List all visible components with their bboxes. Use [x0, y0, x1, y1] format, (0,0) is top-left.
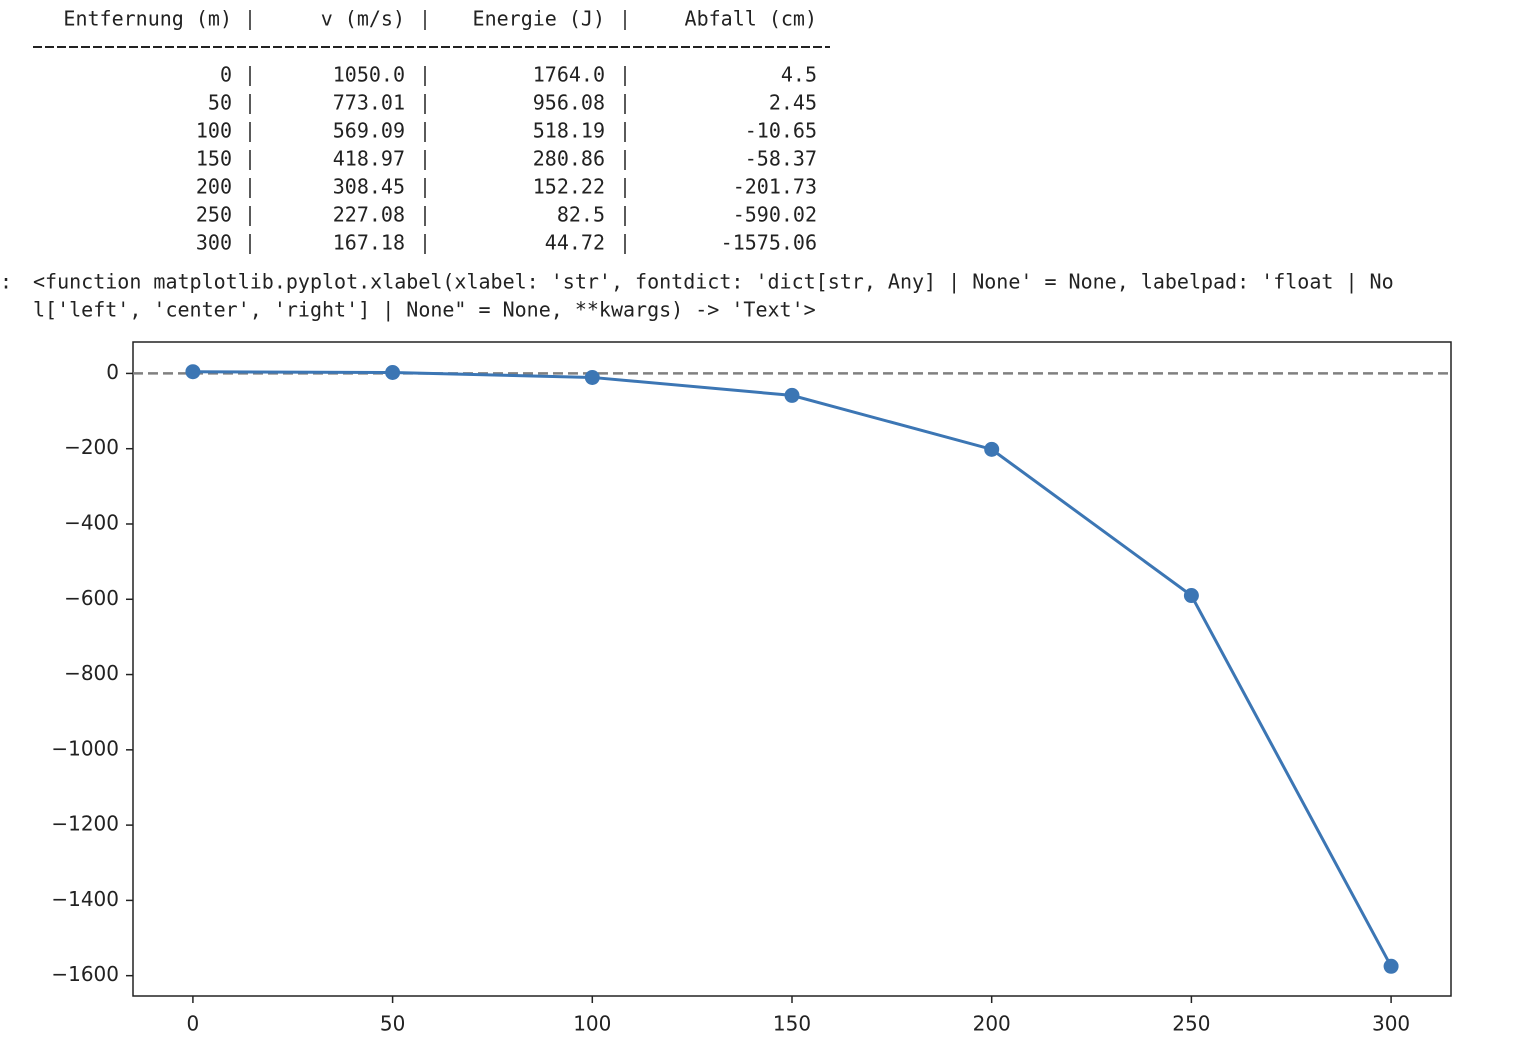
y-tick-label: −200: [64, 435, 119, 459]
x-tick-label: 150: [773, 1012, 811, 1036]
table-cell: 44.72: [545, 231, 605, 255]
prompt: :: [0, 270, 12, 294]
table-cell: 1050.0: [333, 63, 405, 87]
x-tick-label: 300: [1372, 1012, 1410, 1036]
column-header: Energie (J): [473, 7, 605, 31]
data-line: [192, 370, 1393, 967]
table-cell: 2.45: [769, 91, 817, 115]
table-cell: 200: [196, 175, 232, 199]
x-tick-label: 100: [573, 1012, 611, 1036]
table-cell: 956.08: [533, 91, 605, 115]
table-cell: -58.37: [745, 147, 817, 171]
data-point: [984, 441, 1000, 457]
y-tick-label: −1200: [51, 812, 119, 836]
axes-frame: [132, 341, 1452, 997]
table-cell: -201.73: [733, 175, 817, 199]
data-point: [584, 369, 600, 385]
data-point: [784, 387, 800, 403]
x-tick-label: 250: [1172, 1012, 1210, 1036]
column-header: Entfernung (m): [63, 7, 232, 31]
repr-line: l['left', 'center', 'right'] | None" = N…: [33, 298, 816, 322]
x-tick-label: 50: [380, 1012, 405, 1036]
table-cell: 300: [196, 231, 232, 255]
data-point: [185, 364, 201, 380]
table-cell: 82.5: [557, 203, 605, 227]
y-tick-label: −1000: [51, 736, 119, 760]
table-cell: 152.22: [533, 175, 605, 199]
table-cell: 227.08: [333, 203, 405, 227]
table-cell: 518.19: [533, 119, 605, 143]
table-cell: -10.65: [745, 119, 817, 143]
table-cell: 0: [220, 63, 232, 87]
column-header: Abfall (cm): [685, 7, 817, 31]
table-cell: 773.01: [333, 91, 405, 115]
table-cell: 4.5: [781, 63, 817, 87]
table-cell: 100: [196, 119, 232, 143]
table-cell: 1764.0: [533, 63, 605, 87]
y-tick-label: −400: [64, 510, 119, 534]
table-cell: 250: [196, 203, 232, 227]
table-cell: 167.18: [333, 231, 405, 255]
table-cell: -1575.06: [721, 231, 817, 255]
column-header: v (m/s): [321, 7, 405, 31]
table-cell: 569.09: [333, 119, 405, 143]
y-tick-label: −1600: [51, 962, 119, 986]
data-point: [1183, 588, 1199, 604]
repr-line: <function matplotlib.pyplot.xlabel(xlabe…: [33, 270, 1394, 294]
table-cell: -590.02: [733, 203, 817, 227]
table-cell: 50: [208, 91, 232, 115]
x-tick-label: 0: [187, 1012, 200, 1036]
table-cell: 418.97: [333, 147, 405, 171]
y-tick-label: −800: [64, 661, 119, 685]
y-tick-label: −1400: [51, 887, 119, 911]
table-cell: 150: [196, 147, 232, 171]
table-cell: 308.45: [333, 175, 405, 199]
table-cell: 280.86: [533, 147, 605, 171]
data-point: [1383, 958, 1399, 974]
y-tick-label: 0: [106, 360, 119, 384]
y-tick-label: −600: [64, 586, 119, 610]
x-tick-label: 200: [973, 1012, 1011, 1036]
data-point: [385, 365, 401, 381]
